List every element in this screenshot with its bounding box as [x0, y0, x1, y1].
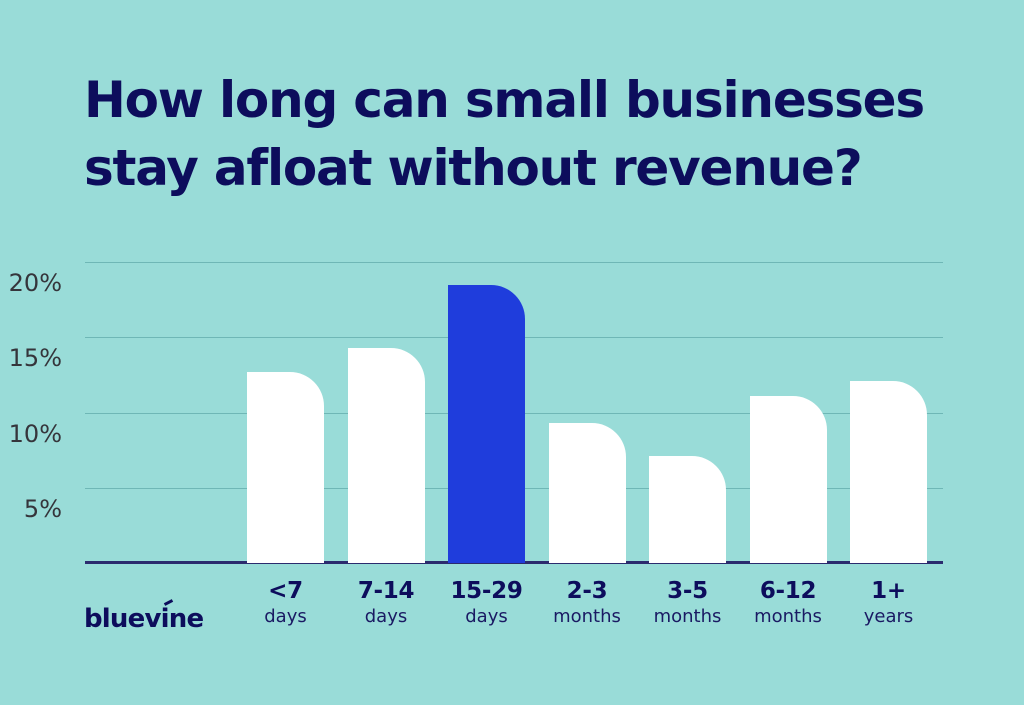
x-axis-label-primary: 6-12	[759, 578, 817, 604]
x-axis-label-primary: <7	[268, 578, 303, 604]
bar[interactable]	[649, 456, 726, 563]
x-axis-label-secondary: months	[754, 606, 822, 627]
x-axis-label-secondary: days	[364, 606, 408, 627]
bar[interactable]	[749, 395, 827, 563]
bar-column[interactable]	[247, 261, 324, 563]
x-axis-category-labels: <7 days 7-14 days 15-29 days 2-3 months 3-5 month…	[247, 578, 947, 638]
bar-highlighted[interactable]	[448, 284, 525, 563]
y-axis-tick-label: 15%	[8, 344, 62, 373]
y-axis-tick-label: 20%	[8, 269, 62, 297]
bluevine-logo: bluevine	[84, 604, 204, 634]
logo-part-1: bluev	[84, 604, 161, 634]
bar-column[interactable]	[749, 261, 827, 563]
x-axis-label-primary: 1+	[871, 578, 906, 604]
logo-accent-letter: i	[160, 604, 170, 634]
bar-series	[247, 261, 947, 563]
x-axis-label-primary: 15-29	[450, 578, 523, 604]
y-axis-tick-label: 5%	[23, 494, 62, 523]
gridline	[85, 262, 943, 263]
bar-column[interactable]	[649, 261, 726, 563]
x-axis-label: 2-3 months	[532, 578, 642, 629]
x-axis-label: 15-29 days	[432, 578, 542, 629]
bar-column[interactable]	[448, 261, 525, 563]
x-axis-label-primary: 2-3	[566, 578, 608, 604]
bar-column[interactable]	[347, 261, 425, 563]
bar-column[interactable]	[548, 261, 626, 563]
x-axis-label: <7 days	[231, 578, 341, 629]
bar[interactable]	[347, 347, 425, 563]
x-axis-label-primary: 7-14	[357, 578, 415, 604]
bar[interactable]	[548, 423, 626, 563]
x-axis-label-primary: 3-5	[667, 578, 708, 604]
y-axis-tick-label: 10%	[8, 419, 62, 448]
x-axis-label-secondary: months	[553, 606, 621, 627]
bar[interactable]	[247, 371, 324, 563]
title-line-1: How long can small businesses	[84, 71, 925, 129]
title-line-2: stay afloat without revenue?	[84, 139, 863, 197]
x-axis-label-secondary: months	[653, 606, 722, 627]
x-axis-label: 6-12 months	[733, 578, 843, 629]
x-axis-label-secondary: days	[264, 606, 307, 627]
bar-column[interactable]	[850, 261, 927, 563]
x-axis-label: 3-5 months	[633, 578, 743, 629]
x-axis-label: 7-14 days	[331, 578, 441, 629]
x-axis-label-secondary: days	[465, 606, 508, 627]
bar[interactable]	[850, 380, 927, 563]
page-title: How long can small businesses stay afloa…	[84, 66, 944, 202]
x-axis-label-secondary: years	[863, 606, 914, 627]
x-axis-label: 1+ years	[834, 578, 944, 629]
logo-part-2: ne	[168, 604, 204, 634]
